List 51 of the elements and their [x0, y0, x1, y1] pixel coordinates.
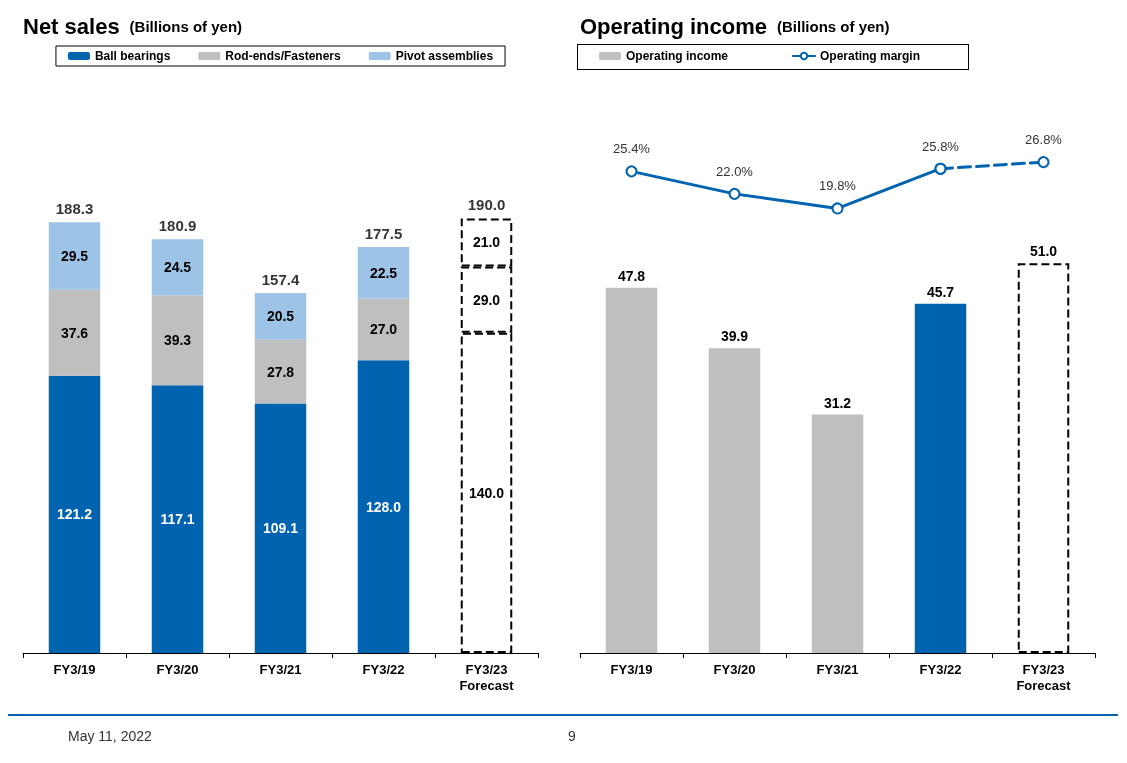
- data-label: 39.9: [720, 328, 749, 345]
- text: May 11, 2022: [68, 728, 152, 744]
- x-tick-label: FY3/23 Forecast: [459, 661, 515, 693]
- chart-title: Operating income: [580, 13, 768, 39]
- data-label: 31.2: [823, 394, 852, 411]
- legend-label: Ball bearings: [94, 49, 171, 63]
- data-label: 24.5: [163, 259, 192, 276]
- legend-label: Operating margin: [820, 49, 921, 63]
- x-tick-label: FY3/22: [362, 661, 405, 677]
- x-tick-label: FY3/23 Forecast: [1016, 661, 1072, 693]
- chart-subtitle: (Billions of yen): [129, 17, 243, 35]
- data-label: 39.3: [163, 332, 192, 349]
- data-label: 128.0: [365, 498, 402, 515]
- data-label: 25.8%: [922, 138, 960, 154]
- data-label: 27.0: [369, 321, 398, 338]
- total-label: 157.4: [261, 270, 300, 288]
- data-label: 22.5: [369, 264, 398, 281]
- data-label: 27.8: [266, 363, 295, 380]
- data-label: 22.0%: [716, 163, 754, 179]
- data-label: 140.0: [468, 484, 505, 501]
- x-tick-label: FY3/20: [156, 661, 199, 677]
- chart-title: Net sales: [23, 13, 120, 39]
- data-label: 29.0: [472, 291, 501, 308]
- chart-subtitle: (Billions of yen): [777, 17, 890, 35]
- total-label: 177.5: [364, 224, 403, 242]
- x-tick-label: FY3/21: [259, 661, 302, 677]
- data-label: 37.6: [60, 324, 89, 341]
- x-tick-label: FY3/19: [610, 661, 653, 677]
- data-label: 47.8: [617, 267, 646, 284]
- legend-label: Operating income: [626, 49, 729, 63]
- x-tick-label: FY3/20: [713, 661, 756, 677]
- total-label: 190.0: [467, 196, 506, 214]
- data-label: 19.8%: [819, 178, 857, 194]
- x-tick-label: FY3/22: [919, 661, 962, 677]
- total-label: 188.3: [55, 200, 94, 218]
- data-label: 20.5: [266, 308, 295, 325]
- data-label: 21.0: [472, 234, 501, 251]
- data-label: 51.0: [1029, 243, 1058, 260]
- x-tick-label: FY3/19: [53, 661, 96, 677]
- data-label: 29.5: [60, 248, 89, 265]
- data-label: 25.4%: [613, 141, 651, 157]
- data-label: 109.1: [262, 520, 299, 537]
- legend-label: Rod-ends/Fasteners: [225, 49, 341, 63]
- data-label: 117.1: [160, 511, 195, 528]
- text: 9: [568, 728, 576, 744]
- x-tick-label: FY3/21: [816, 661, 859, 677]
- data-label: 121.2: [56, 506, 93, 523]
- data-label: 26.8%: [1025, 132, 1063, 148]
- total-label: 180.9: [158, 217, 197, 235]
- data-label: 45.7: [926, 283, 955, 300]
- legend-label: Pivot assemblies: [395, 49, 494, 63]
